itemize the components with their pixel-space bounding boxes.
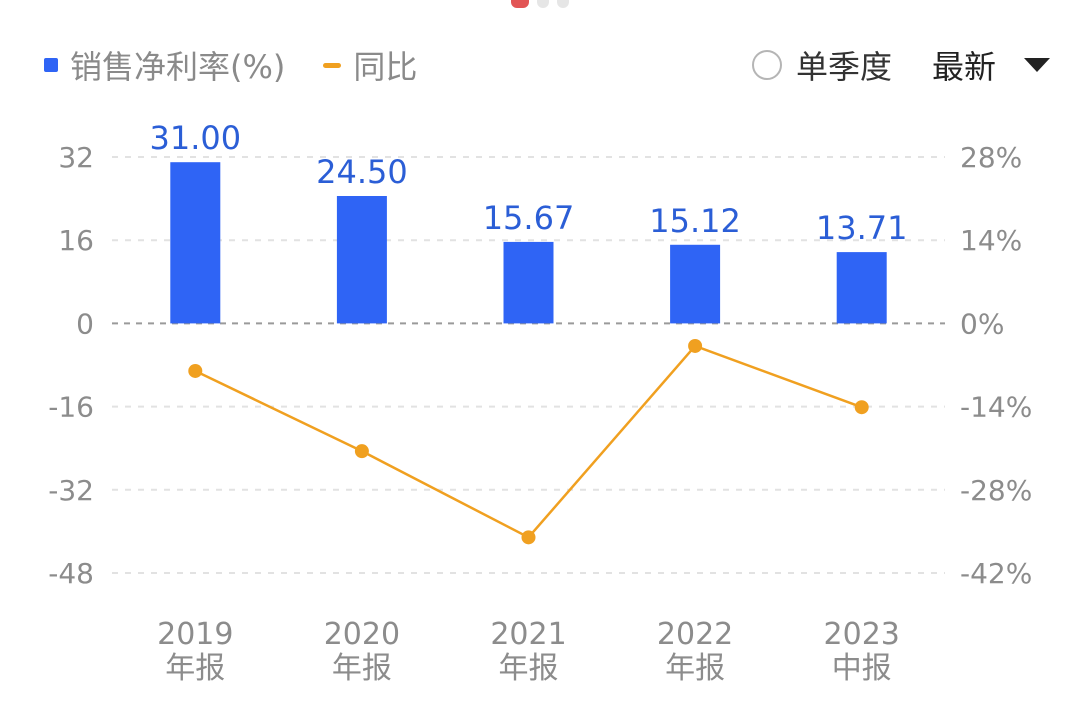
bar <box>503 241 554 324</box>
bar-value-label: 13.71 <box>816 209 908 247</box>
yoy-point <box>354 444 369 459</box>
yoy-line <box>194 344 863 539</box>
legend-label-net-margin: 销售净利率(%) <box>70 48 286 86</box>
x-tick-report-type: 中报 <box>832 651 892 686</box>
bar-swatch-icon <box>44 58 58 72</box>
x-tick-year: 2020 <box>324 617 400 652</box>
bar-value-label: 31.00 <box>149 119 241 157</box>
chart-controls: 单季度 最新 <box>751 42 1050 88</box>
line-swatch-icon <box>323 62 342 68</box>
y-left-tick-label: -32 <box>48 474 94 507</box>
yoy-point <box>188 363 203 378</box>
y-right-tick-label: -28% <box>960 474 1032 507</box>
y-right-tick-label: -14% <box>960 391 1032 424</box>
y-left-tick-label: 32 <box>58 141 94 174</box>
page-indicator <box>511 0 569 8</box>
page-dot-active <box>511 0 529 8</box>
y-right-tick-label: 28% <box>960 141 1022 174</box>
bar <box>336 196 387 324</box>
x-tick-year: 2021 <box>490 617 566 652</box>
yoy-point <box>688 338 703 353</box>
page-dot <box>537 0 549 8</box>
y-left-tick-label: -16 <box>48 391 94 424</box>
x-tick-year: 2023 <box>824 617 900 652</box>
bar-value-label: 15.12 <box>649 202 741 240</box>
x-tick-report-type: 年报 <box>332 651 392 686</box>
x-tick-report-type: 年报 <box>665 651 725 686</box>
sort-dropdown-label: 最新 <box>931 48 996 86</box>
x-tick-report-type: 年报 <box>499 651 559 686</box>
page-dot <box>557 0 569 8</box>
bar <box>170 162 221 324</box>
single-quarter-label[interactable]: 单季度 <box>795 48 892 86</box>
single-quarter-radio[interactable] <box>751 50 782 80</box>
yoy-point <box>854 400 869 415</box>
y-right-tick-label: -42% <box>960 557 1032 590</box>
yoy-point <box>521 530 536 545</box>
bar-value-label: 15.67 <box>483 199 575 237</box>
bar <box>836 252 887 324</box>
y-left-tick-label: 16 <box>58 224 94 257</box>
legend-item-yoy[interactable]: 同比 <box>323 42 417 88</box>
legend-item-net-margin[interactable]: 销售净利率(%) <box>44 42 285 88</box>
legend-label-yoy: 同比 <box>353 48 418 86</box>
y-right-tick-label: 0% <box>960 307 1004 340</box>
caret-down-icon <box>1024 58 1050 72</box>
y-left-tick-label: -48 <box>48 557 94 590</box>
y-right-tick-label: 14% <box>960 224 1022 257</box>
x-tick-year: 2019 <box>157 617 233 652</box>
x-tick-report-type: 年报 <box>165 651 225 686</box>
sort-dropdown[interactable]: 最新 <box>932 42 1050 88</box>
bar <box>670 244 721 324</box>
y-left-tick-label: 0 <box>76 307 94 340</box>
bar-value-label: 24.50 <box>316 153 408 191</box>
x-tick-year: 2022 <box>657 617 733 652</box>
chart-header: 销售净利率(%) 同比 单季度 最新 <box>44 38 1050 92</box>
